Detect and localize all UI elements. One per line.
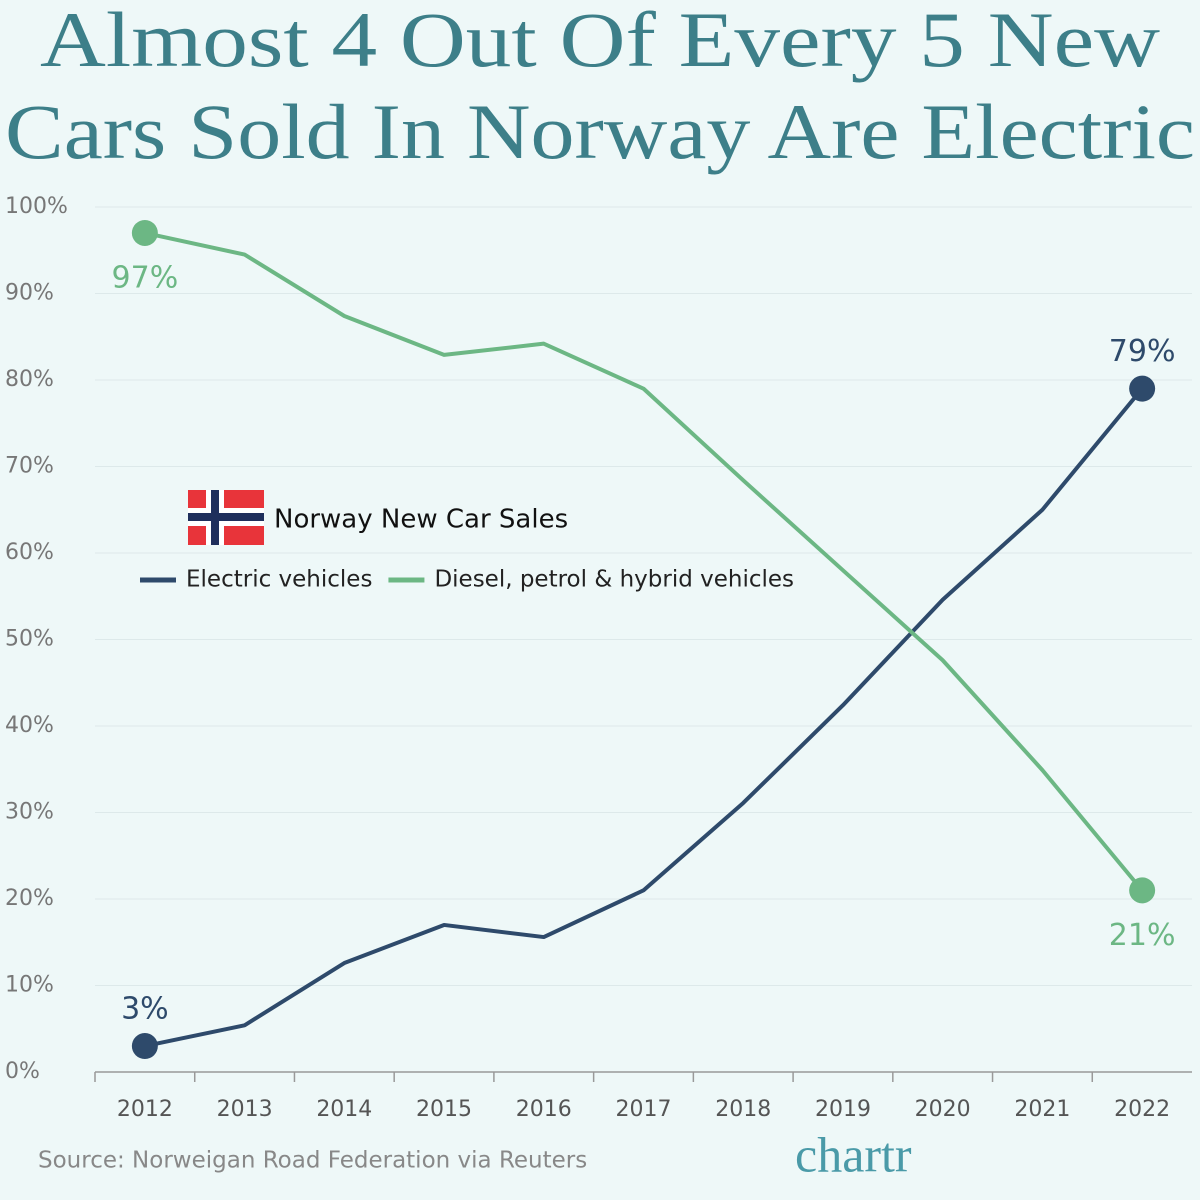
x-tick-label: 2014 — [316, 1097, 372, 1122]
y-tick-label: 90% — [5, 281, 54, 306]
x-tick-label: 2015 — [416, 1097, 472, 1122]
y-tick-label: 60% — [5, 540, 54, 565]
y-tick-label: 80% — [5, 367, 54, 392]
x-tick-label: 2020 — [915, 1097, 971, 1122]
y-tick-label: 40% — [5, 713, 54, 738]
x-tick-label: 2017 — [616, 1097, 672, 1122]
y-tick-label: 30% — [5, 800, 54, 825]
legend-title: Norway New Car Sales — [274, 505, 568, 535]
x-tick-label: 2012 — [117, 1097, 173, 1122]
data-label: 79% — [1109, 334, 1176, 369]
legend-label: Diesel, petrol & hybrid vehicles — [434, 567, 794, 593]
chart-title: Almost 4 Out Of Every 5 New — [40, 0, 1160, 83]
x-tick-label: 2021 — [1014, 1097, 1070, 1122]
y-tick-label: 70% — [5, 454, 54, 479]
y-tick-label: 20% — [5, 886, 54, 911]
logo: chartr — [795, 1126, 912, 1182]
y-tick-label: 0% — [5, 1059, 40, 1084]
data-label: 97% — [112, 260, 179, 295]
data-label: 21% — [1109, 918, 1176, 953]
y-tick-label: 50% — [5, 627, 54, 652]
flag — [188, 490, 264, 545]
x-tick-label: 2016 — [516, 1097, 572, 1122]
legend-label: Electric vehicles — [186, 567, 372, 593]
marker — [1129, 877, 1156, 904]
line — [144, 230, 1144, 892]
x-tick-label: 2018 — [715, 1097, 771, 1122]
marker — [131, 219, 158, 246]
x-tick-label: 2013 — [217, 1097, 273, 1122]
marker — [131, 1033, 158, 1060]
source: Source: Norweigan Road Federation via Re… — [38, 1148, 587, 1174]
line — [144, 387, 1144, 1049]
y-tick-label: 10% — [5, 973, 54, 998]
x-tick-label: 2019 — [815, 1097, 871, 1122]
x-tick-label: 2022 — [1114, 1097, 1170, 1122]
marker — [1129, 375, 1156, 402]
y-tick-label: 100% — [5, 194, 68, 219]
chart-title: Cars Sold In Norway Are Electric — [5, 88, 1195, 175]
data-label: 3% — [121, 992, 169, 1027]
